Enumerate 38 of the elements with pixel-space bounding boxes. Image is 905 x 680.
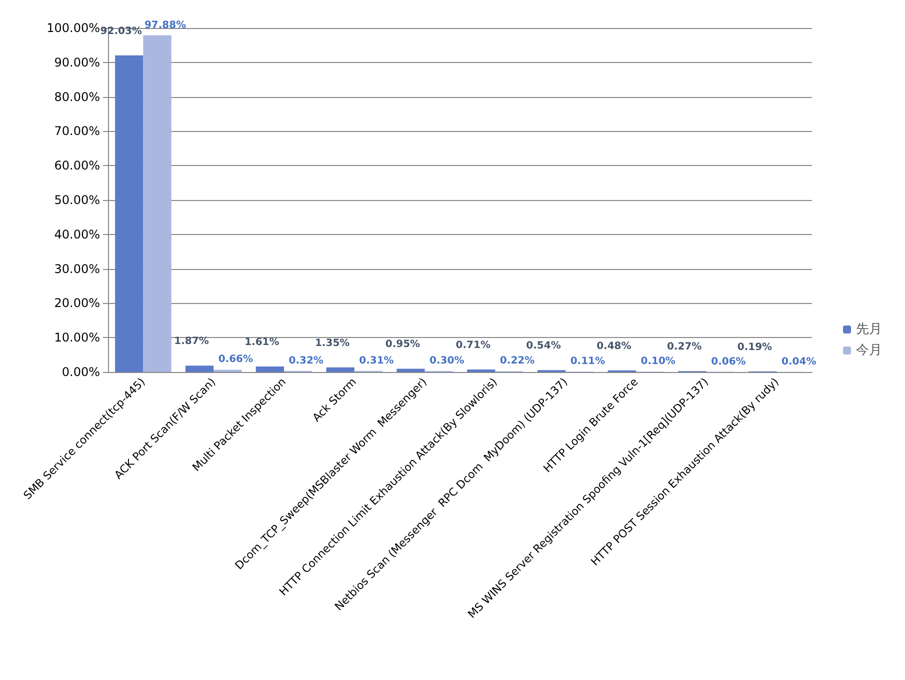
bar xyxy=(256,366,284,372)
bar xyxy=(185,366,214,372)
y-tick-label: 40.00% xyxy=(54,227,100,242)
data-label: 0.22% xyxy=(500,356,535,367)
data-label: 0.95% xyxy=(385,339,420,350)
data-label: 1.61% xyxy=(244,336,280,348)
y-tick-label: 60.00% xyxy=(54,158,100,173)
data-label: 0.30% xyxy=(430,355,464,366)
data-label: 0.71% xyxy=(456,340,490,352)
y-tick-label: 10.00% xyxy=(54,330,100,345)
legend-label: 今月 xyxy=(856,343,882,358)
data-label: 0.19% xyxy=(737,342,772,353)
data-label: 1.87% xyxy=(174,336,209,348)
data-label: 0.66% xyxy=(218,354,254,366)
data-label: 0.06% xyxy=(711,356,746,368)
data-label: 0.11% xyxy=(570,356,606,368)
data-label: 0.54% xyxy=(526,340,561,352)
y-tick-label: 80.00% xyxy=(54,90,100,104)
bar xyxy=(326,367,354,372)
data-label: 0.10% xyxy=(640,356,676,368)
y-tick-label: 30.00% xyxy=(54,262,100,276)
y-tick-label: 100.00% xyxy=(46,21,100,35)
data-label: 0.48% xyxy=(596,340,632,352)
bar xyxy=(115,55,144,372)
data-label: 0.27% xyxy=(666,342,702,353)
y-tick-label: 70.00% xyxy=(54,124,100,138)
data-label: 0.31% xyxy=(359,355,394,366)
y-tick-label: 90.00% xyxy=(54,55,100,70)
y-tick-label: 50.00% xyxy=(54,193,100,207)
data-label: 1.35% xyxy=(314,338,350,349)
legend-label: 先月 xyxy=(856,322,882,337)
bar xyxy=(396,368,425,372)
y-tick-label: 0.00% xyxy=(62,365,100,379)
data-label: 97.88% xyxy=(144,20,186,31)
data-label: 0.32% xyxy=(288,355,324,366)
data-label: 0.04% xyxy=(782,356,816,368)
y-tick-label: 20.00% xyxy=(54,296,100,310)
bar xyxy=(143,35,172,372)
